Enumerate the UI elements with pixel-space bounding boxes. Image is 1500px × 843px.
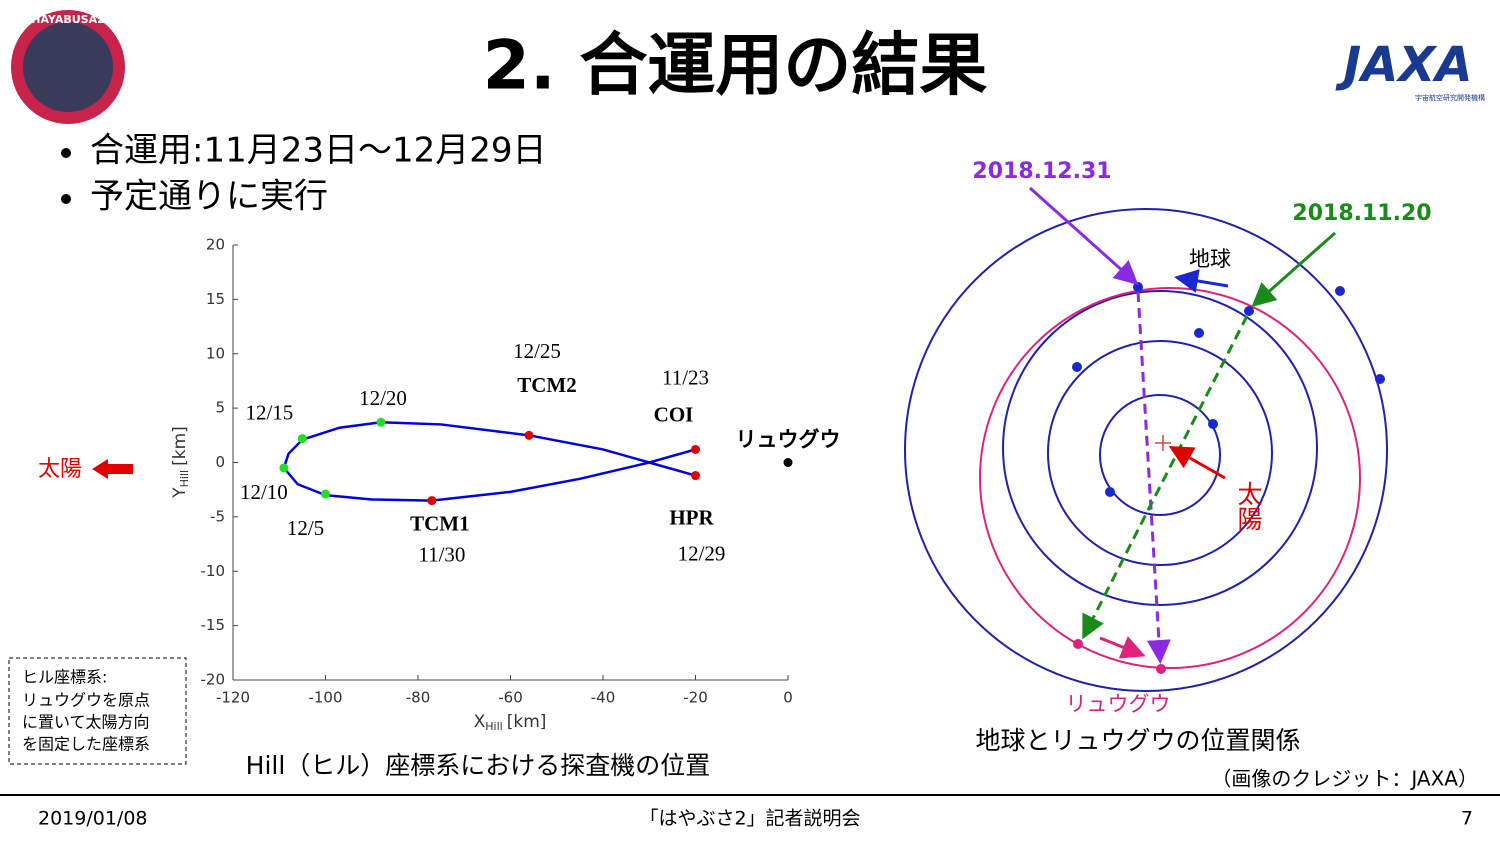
ryugu-label: リュウグウ (1066, 692, 1171, 716)
note-line: に置いて太陽方向 (22, 713, 150, 732)
point (279, 463, 289, 473)
logo-right: JAXA (1335, 37, 1472, 93)
y-tick-label: -15 (201, 616, 226, 634)
orbit (904, 208, 1388, 692)
point (321, 489, 330, 499)
title: 2. 合運用の結果 (483, 27, 988, 106)
diagram-caption: 地球とリュウグウの位置関係 (975, 726, 1300, 755)
point (524, 430, 534, 440)
y-tick-label: 20 (206, 236, 225, 254)
bullet-dot (61, 148, 71, 158)
arrow (1099, 636, 1146, 659)
point-date: 12/5 (287, 516, 324, 540)
sun-label: 太陽 (38, 457, 82, 482)
page-number: 7 (1461, 808, 1473, 830)
point (691, 471, 700, 481)
x-tick-label: -40 (591, 689, 616, 707)
y-tick-label: -5 (210, 507, 225, 525)
arrow (1029, 186, 1139, 285)
y-tick-label: -20 (201, 671, 226, 689)
bullet-dot (61, 194, 71, 204)
ryugu-orbit (979, 287, 1361, 669)
bullet: 合運用:11月23日～12月29日 (90, 131, 547, 171)
footer-date: 2019/01/08 (38, 808, 148, 830)
bullet: 予定通りに実行 (90, 177, 328, 217)
y-tick-label: 10 (206, 344, 225, 362)
point-date: 12/25 (513, 339, 561, 363)
point-date: 11/30 (418, 542, 465, 566)
point (297, 434, 307, 444)
x-tick-label: -60 (498, 689, 523, 707)
arrow (1082, 315, 1249, 640)
y-tick-label: 15 (206, 290, 225, 308)
point (691, 444, 700, 454)
ryugu-dot (1073, 639, 1083, 649)
sun-mark (1155, 435, 1171, 451)
logo-left-inner (23, 22, 113, 112)
logo-left-text: HAYABUSA2 (31, 13, 105, 26)
x-tick-label: 0 (783, 689, 793, 707)
point-date: 11/23 (662, 365, 709, 389)
sun-arrow (92, 459, 133, 479)
x-axis-label: XHill [km] (474, 712, 547, 733)
point-date: 12/20 (359, 386, 407, 410)
hill-chart: -120 -100 -80 -60 -40 -20 0 -20 -15 -10 -5 0 5 10 15 20… (201, 236, 841, 707)
y-axis-label: YHill[km] (170, 426, 191, 499)
footer-event: 「はやぶさ2」記者説明会 (639, 808, 860, 830)
x-tick-label: -80 (406, 689, 431, 707)
point-date: 12/29 (678, 541, 726, 565)
y-tick-label: -10 (201, 562, 226, 580)
orbit (1002, 290, 1318, 606)
target-label: リュウグウ (736, 428, 841, 452)
x-tick-label: -120 (216, 689, 250, 707)
trajectory (282, 421, 696, 502)
y-tick-label: 0 (215, 453, 225, 471)
point-event: TCM1 (410, 511, 470, 535)
note-box (8, 657, 187, 765)
note-line: を固定した座標系 (22, 735, 150, 754)
date-label: 2018.12.31 (972, 159, 1111, 184)
target (783, 458, 793, 467)
orbit (1047, 340, 1273, 566)
orbits (904, 208, 1388, 692)
arrow (1168, 446, 1226, 480)
point-date: 12/15 (245, 400, 293, 424)
point (376, 417, 386, 427)
note-line: ヒル座標系: (22, 668, 107, 687)
point-event: TCM2 (517, 373, 577, 397)
point-event: COI (654, 402, 694, 426)
y-tick-label: 5 (215, 399, 225, 417)
point-date: 12/10 (240, 480, 288, 504)
date-label: 2018.11.20 (1292, 201, 1431, 226)
arrow (1136, 291, 1171, 664)
ryugu-dot (1156, 664, 1166, 674)
orbit (1099, 394, 1221, 516)
x-tick-label: -100 (308, 689, 342, 707)
x-tick-label: -20 (683, 689, 708, 707)
point-event: HPR (669, 505, 714, 529)
arrow (1251, 231, 1336, 307)
chart-caption: Hill（ヒル）座標系における探査機の位置 (246, 751, 711, 780)
arrow (1174, 269, 1229, 293)
point (427, 496, 437, 506)
planet-dots (1072, 282, 1385, 497)
logo-right-sub: 宇宙航空研究開発機構 (1415, 93, 1485, 102)
credit: （画像のクレジット：JAXA） (1211, 767, 1478, 791)
note-line: リュウグウを原点 (22, 691, 150, 710)
sun-label: 太陽 (1234, 481, 1263, 531)
earth-label: 地球 (1189, 247, 1231, 271)
